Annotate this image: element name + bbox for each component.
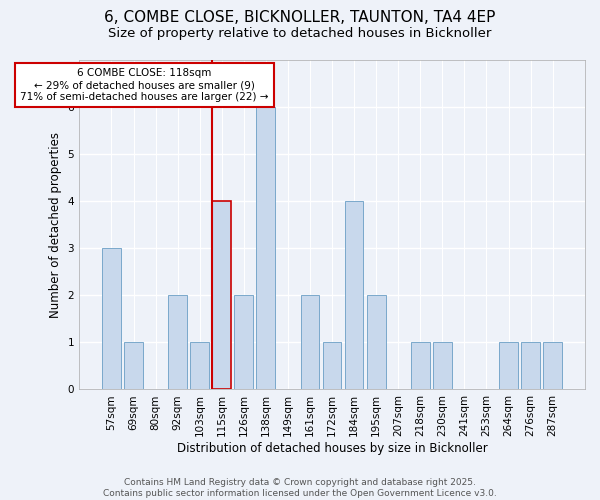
Bar: [212, 201, 231, 390]
Bar: [521, 342, 540, 390]
Y-axis label: Number of detached properties: Number of detached properties: [49, 132, 62, 318]
Bar: [168, 296, 187, 390]
Bar: [345, 201, 364, 390]
Bar: [102, 248, 121, 390]
Bar: [190, 342, 209, 390]
Bar: [411, 342, 430, 390]
Bar: [543, 342, 562, 390]
Bar: [499, 342, 518, 390]
Text: Contains HM Land Registry data © Crown copyright and database right 2025.
Contai: Contains HM Land Registry data © Crown c…: [103, 478, 497, 498]
Bar: [235, 296, 253, 390]
Text: 6 COMBE CLOSE: 118sqm
← 29% of detached houses are smaller (9)
71% of semi-detac: 6 COMBE CLOSE: 118sqm ← 29% of detached …: [20, 68, 269, 102]
Bar: [124, 342, 143, 390]
Bar: [323, 342, 341, 390]
Text: Size of property relative to detached houses in Bicknoller: Size of property relative to detached ho…: [109, 28, 491, 40]
X-axis label: Distribution of detached houses by size in Bicknoller: Distribution of detached houses by size …: [176, 442, 487, 455]
Bar: [301, 296, 319, 390]
Bar: [433, 342, 452, 390]
Bar: [367, 296, 386, 390]
Bar: [256, 107, 275, 390]
Text: 6, COMBE CLOSE, BICKNOLLER, TAUNTON, TA4 4EP: 6, COMBE CLOSE, BICKNOLLER, TAUNTON, TA4…: [104, 10, 496, 25]
